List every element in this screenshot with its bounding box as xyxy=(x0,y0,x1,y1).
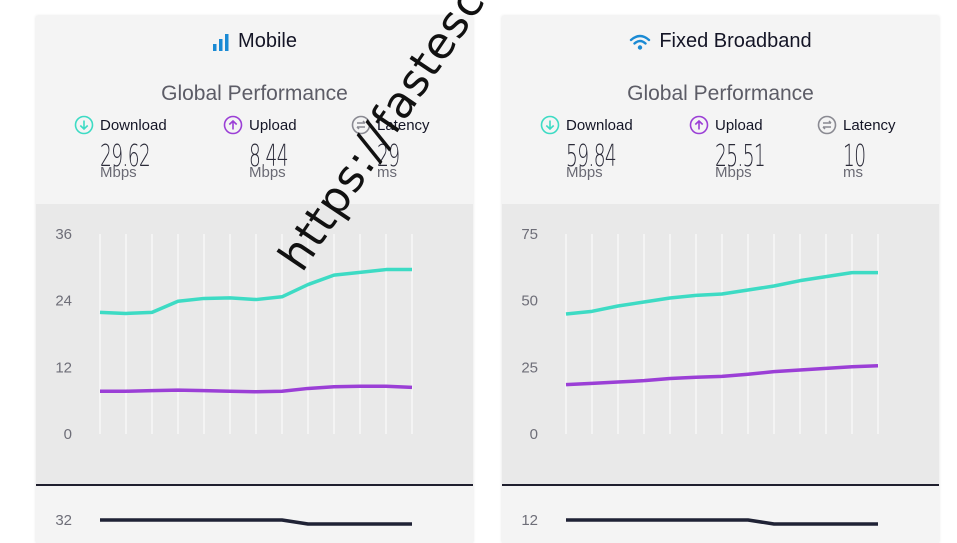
latency-icon xyxy=(817,115,837,135)
download-label: Download xyxy=(566,116,633,134)
mobile-download-metric: Download 29.62 Mbps xyxy=(74,115,181,181)
fixed-speed-chart: 0 25 50 75 xyxy=(502,204,939,484)
download-unit: Mbps xyxy=(566,164,603,181)
mobile-title-text: Mobile xyxy=(238,30,297,52)
y-tick-label: 75 xyxy=(521,226,538,243)
upload-value: 8.44 xyxy=(249,139,289,174)
download-value: 59.84 xyxy=(566,139,617,174)
mobile-card: Mobile Global Performance Download 29.62… xyxy=(36,16,473,543)
latency-series-line xyxy=(566,518,878,526)
fixed-latency-metric: Latency 10 ms xyxy=(817,115,896,181)
fixed-download-metric: Download 59.84 Mbps xyxy=(540,115,647,181)
mobile-latency-chart: 32 xyxy=(36,486,473,543)
signal-bars-icon xyxy=(213,33,229,51)
mobile-speed-chart-svg: 0 12 24 36 xyxy=(55,226,413,443)
latency-value: 10 xyxy=(843,139,866,174)
y-tick-label: 24 xyxy=(55,293,72,310)
fixed-latency-chart: 12 xyxy=(502,486,939,543)
latency-series-line xyxy=(100,518,412,526)
y-tick-label: 32 xyxy=(55,512,72,529)
mobile-speed-chart: 0 12 24 36 xyxy=(36,204,473,484)
mobile-latency-chart-svg: 32 xyxy=(55,512,412,529)
upload-label: Upload xyxy=(715,116,763,134)
fixed-broadband-card: Fixed Broadband Global Performance Downl… xyxy=(502,16,939,543)
y-tick-label: 12 xyxy=(55,359,72,376)
latency-unit: ms xyxy=(377,164,397,181)
y-tick-label: 0 xyxy=(64,426,72,443)
y-tick-label: 36 xyxy=(55,226,72,243)
upload-series-line xyxy=(100,384,413,394)
download-series-line xyxy=(565,270,878,316)
mobile-subtitle: Global Performance xyxy=(161,82,348,105)
mobile-upload-metric: Upload 8.44 Mbps xyxy=(223,115,312,181)
mobile-title: Mobile xyxy=(36,30,473,53)
upload-arrow-icon xyxy=(689,115,709,135)
y-tick-label: 12 xyxy=(521,512,538,529)
mobile-metrics: Download 29.62 Mbps Upload 8.44 Mbps xyxy=(36,115,473,205)
upload-unit: Mbps xyxy=(249,164,286,181)
upload-value: 25.51 xyxy=(715,139,766,174)
download-series-line xyxy=(99,267,412,316)
latency-value: 29 xyxy=(377,139,400,174)
chart-divider xyxy=(502,484,939,486)
fixed-title-text: Fixed Broadband xyxy=(659,30,812,52)
mobile-latency-metric: Latency 29 ms xyxy=(351,115,430,181)
y-tick-label: 50 xyxy=(521,293,538,310)
y-tick-label: 25 xyxy=(521,359,538,376)
upload-label: Upload xyxy=(249,116,297,134)
fixed-speed-chart-svg: 0 25 50 75 xyxy=(521,226,879,443)
download-label: Download xyxy=(100,116,167,134)
fixed-latency-chart-svg: 12 xyxy=(521,512,878,529)
chart-divider xyxy=(36,484,473,486)
y-tick-label: 0 xyxy=(530,426,538,443)
fixed-upload-metric: Upload 25.51 Mbps xyxy=(689,115,796,181)
upload-arrow-icon xyxy=(223,115,243,135)
latency-label: Latency xyxy=(843,116,896,134)
wifi-icon xyxy=(630,34,651,50)
upload-series-line xyxy=(565,363,879,387)
latency-icon xyxy=(351,115,371,135)
fixed-metrics: Download 59.84 Mbps Upload 25.51 Mbps xyxy=(502,115,939,205)
upload-unit: Mbps xyxy=(715,164,752,181)
download-unit: Mbps xyxy=(100,164,137,181)
download-arrow-icon xyxy=(540,115,560,135)
fixed-subtitle: Global Performance xyxy=(627,82,814,105)
download-arrow-icon xyxy=(74,115,94,135)
fixed-title: Fixed Broadband xyxy=(502,30,939,53)
latency-label: Latency xyxy=(377,116,430,134)
latency-unit: ms xyxy=(843,164,863,181)
download-value: 29.62 xyxy=(100,139,151,174)
